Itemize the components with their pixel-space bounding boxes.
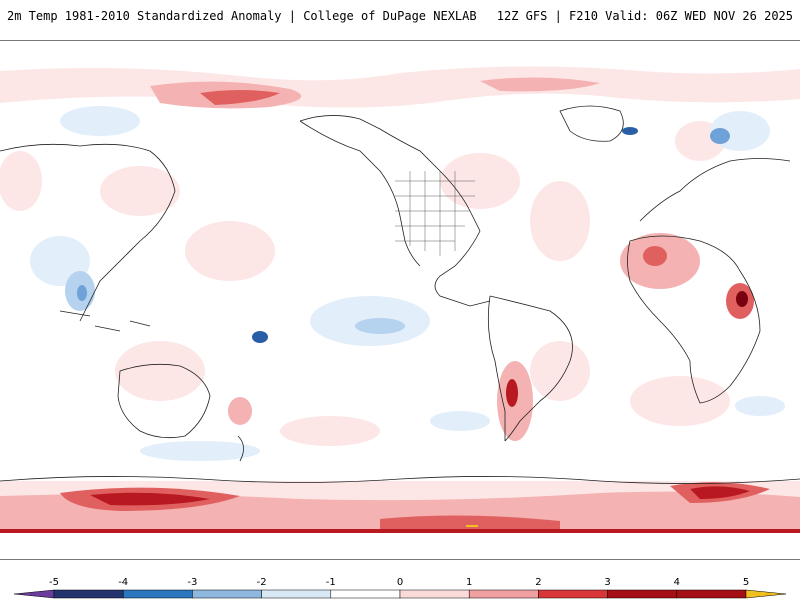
anomaly-map <box>0 40 800 560</box>
colorbar-tick-label: 2 <box>535 577 541 588</box>
colorbar-tick-label: 1 <box>466 577 472 588</box>
arctic-warm-anomalies <box>0 66 800 109</box>
colorbar-arrow-right <box>745 589 787 599</box>
warm-anomalies <box>0 121 754 446</box>
cold-anomalies <box>30 106 785 461</box>
colorbar-tick-label: -2 <box>257 577 267 588</box>
colorbar-segment <box>538 589 608 599</box>
antarctic-warm-anomalies <box>0 481 800 533</box>
colorbar-tick-label: -3 <box>187 577 197 588</box>
colorbar-segment <box>468 589 539 599</box>
colorbar-tick-label: 5 <box>743 577 749 588</box>
colorbar-tick-label: -1 <box>326 577 336 588</box>
colorbar-tick-label: 0 <box>397 577 403 588</box>
colorbar-tick-label: 3 <box>604 577 610 588</box>
colorbar: -5 -4 -3 -2 -1 0 1 2 3 4 5 <box>0 560 800 600</box>
colorbar-tick-label: -5 <box>49 577 59 588</box>
colorbar-tick-label: -4 <box>118 577 128 588</box>
colorbar-segment <box>676 589 747 599</box>
colorbar-segment <box>53 589 124 599</box>
colorbar-svg: -5 -4 -3 -2 -1 0 1 2 3 4 5 <box>13 577 787 599</box>
world-map-svg <box>0 41 800 559</box>
colorbar-segment <box>330 589 401 599</box>
colorbar-segment <box>261 589 332 599</box>
us-state-borders <box>395 171 475 256</box>
colorbar-tick-label: 4 <box>674 577 680 588</box>
colorbar-segment <box>607 589 678 599</box>
header: 2m Temp 1981-2010 Standardized Anomaly |… <box>0 0 800 40</box>
colorbar-segment <box>399 589 470 599</box>
model-valid-time: 12Z GFS | F210 Valid: 06Z WED NOV 26 202… <box>496 9 793 23</box>
colorbar-arrow-left <box>13 589 55 599</box>
colorbar-segment <box>122 589 193 599</box>
colorbar-segment <box>192 589 262 599</box>
map-title: 2m Temp 1981-2010 Standardized Anomaly |… <box>7 9 477 23</box>
